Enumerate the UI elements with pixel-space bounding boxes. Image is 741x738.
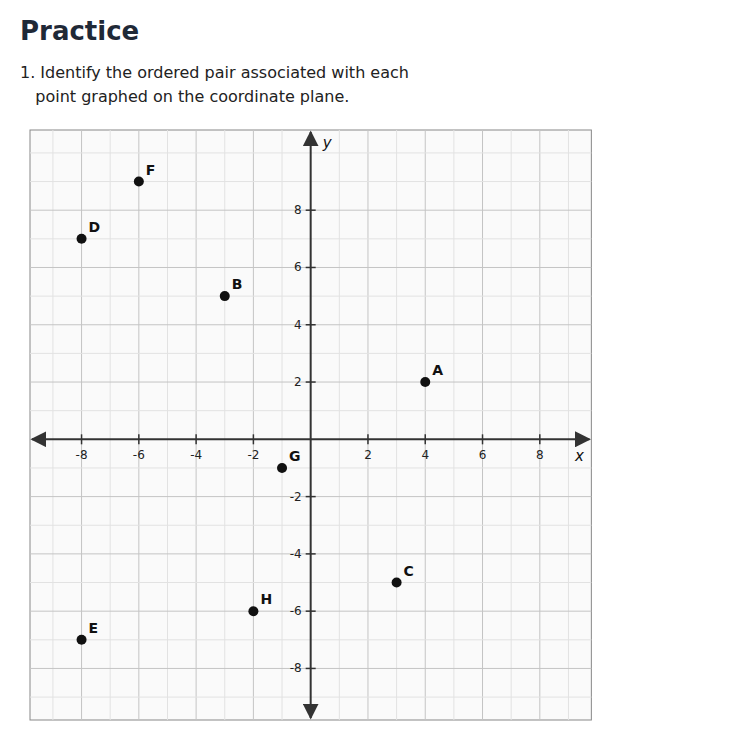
x-tick-label: -8 xyxy=(76,448,88,462)
grid-line xyxy=(253,130,254,720)
y-axis xyxy=(310,132,312,718)
point-label: B xyxy=(232,276,243,292)
y-tick xyxy=(306,668,316,670)
y-axis-label: y xyxy=(322,134,333,152)
y-tick xyxy=(306,209,316,211)
chart: Practice 1. Identify the ordered pair ass… xyxy=(0,0,741,738)
x-tick xyxy=(424,434,426,444)
y-tick xyxy=(306,267,316,269)
x-tick-label: 8 xyxy=(536,448,544,462)
point-label: G xyxy=(289,448,301,464)
point xyxy=(77,635,87,645)
instruction: point graphed on the coordinate plane. xyxy=(20,87,349,106)
grid-line xyxy=(196,130,197,720)
grid-line xyxy=(30,496,591,497)
y-tick xyxy=(306,553,316,555)
point-label: A xyxy=(432,362,443,378)
grid-line xyxy=(30,324,591,325)
y-tick-label: 6 xyxy=(294,260,302,274)
x-tick-label: -6 xyxy=(133,448,145,462)
point-label: C xyxy=(404,563,414,579)
point xyxy=(248,606,258,616)
x-tick xyxy=(482,434,484,444)
x-tick-label: 4 xyxy=(421,448,429,462)
point xyxy=(220,291,230,301)
grid-line xyxy=(482,130,483,720)
grid-line xyxy=(539,130,540,720)
x-tick-label: -4 xyxy=(190,448,202,462)
x-axis-label: x xyxy=(574,447,584,465)
y-tick-label: -6 xyxy=(290,604,302,618)
minor-grid-line xyxy=(396,130,397,720)
instruction: 1. Identify the ordered pair associated … xyxy=(20,63,409,82)
point-label: E xyxy=(89,620,99,636)
grid-line xyxy=(138,130,139,720)
plot-frame xyxy=(30,130,591,720)
minor-grid-line xyxy=(339,130,340,720)
minor-grid-line xyxy=(282,130,283,720)
x-tick xyxy=(138,434,140,444)
grid-line xyxy=(425,130,426,720)
grid-line xyxy=(30,267,591,268)
x-tick xyxy=(367,434,369,444)
x-tick-label: -2 xyxy=(247,448,259,462)
y-tick-label: -2 xyxy=(290,490,302,504)
minor-grid-line xyxy=(52,130,53,720)
x-tick xyxy=(195,434,197,444)
point-label: F xyxy=(146,162,156,178)
x-tick-label: 2 xyxy=(364,448,372,462)
y-tick-label: -4 xyxy=(290,547,302,561)
point-label: H xyxy=(260,591,272,607)
grid-line xyxy=(30,611,591,612)
y-tick xyxy=(306,324,316,326)
point-label: D xyxy=(89,219,101,235)
minor-grid-line xyxy=(453,130,454,720)
point xyxy=(134,177,144,187)
y-tick-label: 4 xyxy=(294,318,302,332)
y-tick-label: 2 xyxy=(294,375,302,389)
x-tick xyxy=(81,434,83,444)
x-tick-label: 6 xyxy=(479,448,487,462)
grid xyxy=(30,130,591,720)
y-tick xyxy=(306,381,316,383)
minor-grid-line xyxy=(110,130,111,720)
x-tick xyxy=(539,434,541,444)
title: Practice xyxy=(20,16,139,46)
grid-line xyxy=(30,668,591,669)
minor-grid-line xyxy=(511,130,512,720)
minor-grid-line xyxy=(224,130,225,720)
grid-line xyxy=(30,382,591,383)
y-tick-label: -8 xyxy=(290,661,302,675)
minor-grid-line xyxy=(167,130,168,720)
grid-line xyxy=(30,553,591,554)
y-tick-label: 8 xyxy=(294,203,302,217)
points xyxy=(77,177,431,645)
point xyxy=(420,377,430,387)
point-labels: A B C D E F G H xyxy=(89,162,444,636)
y-tick xyxy=(306,496,316,498)
grid-line xyxy=(30,210,591,211)
y-tick xyxy=(306,610,316,612)
point xyxy=(77,234,87,244)
point xyxy=(392,578,402,588)
point xyxy=(277,463,287,473)
x-tick xyxy=(253,434,255,444)
grid-line xyxy=(81,130,82,720)
grid-line xyxy=(367,130,368,720)
minor-grid-line xyxy=(568,130,569,720)
